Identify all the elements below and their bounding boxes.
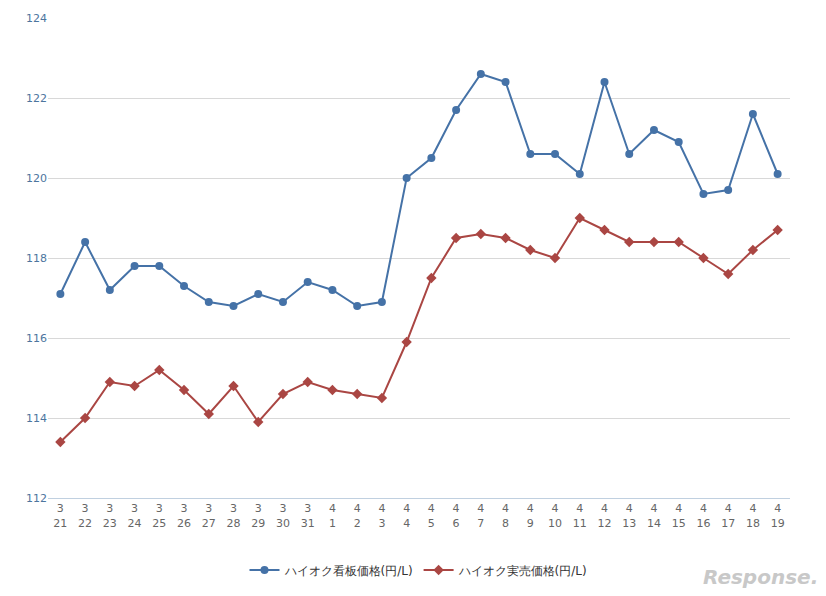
svg-text:330: 330: [276, 502, 290, 529]
svg-text:325: 325: [152, 502, 166, 529]
svg-text:49: 49: [527, 502, 534, 529]
svg-text:411: 411: [573, 502, 587, 529]
svg-text:324: 324: [128, 502, 142, 529]
svg-text:328: 328: [227, 502, 241, 529]
svg-text:41: 41: [329, 502, 336, 529]
svg-text:416: 416: [696, 502, 710, 529]
svg-text:122: 122: [26, 92, 47, 105]
svg-text:321: 321: [53, 502, 67, 529]
svg-text:415: 415: [672, 502, 686, 529]
svg-text:43: 43: [378, 502, 385, 529]
svg-text:329: 329: [251, 502, 265, 529]
svg-text:419: 419: [771, 502, 785, 529]
svg-text:116: 116: [26, 332, 47, 345]
svg-text:47: 47: [477, 502, 484, 529]
svg-text:112: 112: [26, 492, 47, 505]
svg-text:48: 48: [502, 502, 509, 529]
svg-text:418: 418: [746, 502, 760, 529]
svg-text:ハイオク実売価格(円/L): ハイオク実売価格(円/L): [458, 564, 587, 578]
svg-text:120: 120: [26, 172, 47, 185]
svg-text:ハイオク看板価格(円/L): ハイオク看板価格(円/L): [284, 564, 413, 578]
svg-text:412: 412: [598, 502, 612, 529]
svg-text:114: 114: [26, 412, 47, 425]
svg-text:327: 327: [202, 502, 216, 529]
svg-text:410: 410: [548, 502, 562, 529]
svg-text:42: 42: [354, 502, 361, 529]
svg-text:124: 124: [26, 12, 47, 25]
svg-text:323: 323: [103, 502, 117, 529]
svg-text:45: 45: [428, 502, 435, 529]
svg-text:417: 417: [721, 502, 735, 529]
svg-text:322: 322: [78, 502, 92, 529]
svg-text:Response.: Response.: [703, 565, 818, 589]
svg-text:331: 331: [301, 502, 315, 529]
svg-text:46: 46: [453, 502, 460, 529]
svg-text:326: 326: [177, 502, 191, 529]
svg-text:413: 413: [622, 502, 636, 529]
svg-text:44: 44: [403, 502, 410, 529]
svg-text:414: 414: [647, 502, 661, 529]
svg-text:118: 118: [26, 252, 47, 265]
